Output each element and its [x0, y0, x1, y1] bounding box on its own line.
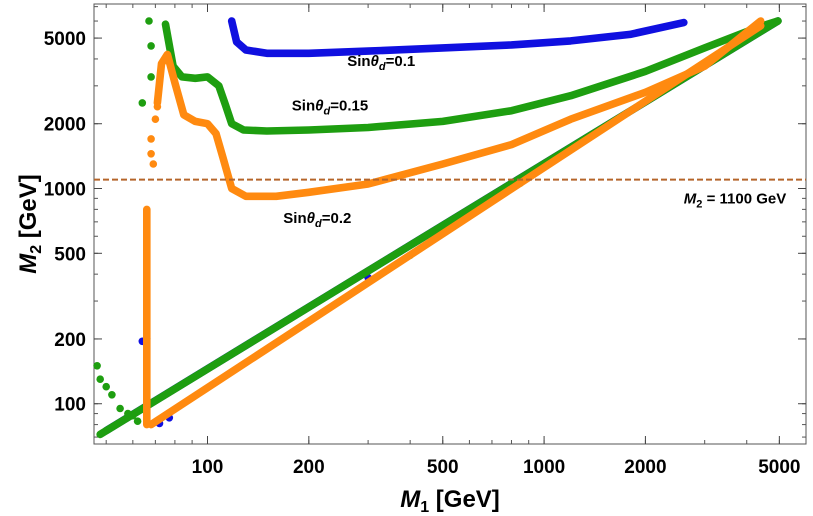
annotation-subscript: d — [379, 61, 386, 73]
y-axis-unit: [GeV] — [15, 174, 42, 245]
annotation-theta: θ — [315, 98, 324, 115]
series-sin-theta-d-0.2-point — [153, 102, 162, 111]
annotation-subscript: 2 — [696, 199, 702, 211]
series-sin-theta-d-0.2-point — [147, 135, 155, 143]
series-sin-theta-d-0.15-point — [138, 99, 147, 107]
series-sin-theta-d-0.2-point — [149, 160, 158, 168]
annotation-value: =0.2 — [322, 210, 352, 227]
annotation-value: =0.1 — [386, 53, 416, 70]
y-tick-label: 100 — [54, 395, 86, 416]
x-tick-labels: 100 200 500 1000 2000 5000 — [192, 457, 801, 478]
y-tick-label: 5000 — [44, 29, 86, 50]
series-sin-theta-d-0.15-point — [93, 362, 101, 370]
series-sin-theta-d-0.2-diagonal-band — [147, 22, 765, 429]
y-axis-subscript: 2 — [28, 245, 45, 254]
y-tick-labels: 100 200 500 1000 2000 5000 — [44, 29, 86, 416]
x-axis-subscript: 1 — [420, 499, 429, 516]
x-tick-label: 100 — [192, 457, 224, 478]
annotation-subscript: d — [324, 106, 331, 118]
series-sin-theta-d-0.15-point — [147, 73, 155, 81]
series-sin-theta-d-0.15-point — [145, 17, 153, 25]
series-sin-theta-d-0.2-curve — [153, 17, 765, 201]
plot-frame — [93, 3, 807, 445]
series-sin-theta-d-0.2-point — [147, 150, 155, 158]
annotation-label: Sinθd=0.2 — [283, 210, 351, 230]
annotation-prefix: Sin — [292, 98, 315, 115]
x-tick-label: 500 — [427, 457, 459, 478]
y-axis-title: M2 [GeV] — [15, 174, 45, 274]
major-ticks — [94, 4, 806, 444]
series-layer — [93, 17, 782, 439]
x-axis-unit: [GeV] — [429, 486, 500, 513]
annotation-prefix: Sin — [283, 210, 306, 227]
annotation-subscript: d — [315, 218, 322, 230]
annotation-symbol: M — [684, 191, 697, 208]
x-tick-label: 5000 — [758, 457, 800, 478]
series-sin-theta-d-0.15-point — [129, 411, 137, 420]
series-sin-theta-d-0.15-point — [108, 391, 116, 399]
x-tick-label: 2000 — [624, 457, 666, 478]
annotation-theta: θ — [307, 210, 316, 227]
series-sin-theta-d-0.1-curve — [227, 17, 688, 58]
x-axis-symbol: M — [400, 486, 421, 513]
series-sin-theta-d-0.15-point — [102, 382, 110, 391]
y-axis-symbol: M — [15, 253, 42, 274]
annotation-label: M2 = 1100 GeV — [684, 191, 786, 211]
x-tick-label: 200 — [293, 457, 325, 478]
y-tick-label: 1000 — [44, 180, 86, 201]
annotation-label: Sinθd=0.15 — [292, 98, 368, 118]
series-sin-theta-d-0.15-point — [133, 417, 142, 426]
annotation-label: Sinθd=0.1 — [347, 53, 415, 73]
x-axis-title: M1 [GeV] — [400, 486, 500, 516]
annotation-value: = 1100 GeV — [702, 191, 786, 208]
series-sin-theta-d-0.15-point — [147, 42, 155, 50]
series-sin-theta-d-0.15-point — [116, 404, 124, 413]
series-sin-theta-d-0.2-point — [151, 115, 160, 123]
y-tick-label: 200 — [54, 330, 86, 351]
y-tick-label: 2000 — [44, 115, 86, 136]
x-tick-label: 1000 — [523, 457, 565, 478]
y-tick-label: 500 — [54, 244, 86, 265]
series-sin-theta-d-0.15-curve — [161, 17, 782, 135]
annotation-value: =0.15 — [330, 98, 368, 115]
series-sin-theta-d-0.15-point — [96, 375, 104, 384]
annotation-prefix: Sin — [347, 53, 370, 70]
annotation-theta: θ — [371, 53, 380, 70]
